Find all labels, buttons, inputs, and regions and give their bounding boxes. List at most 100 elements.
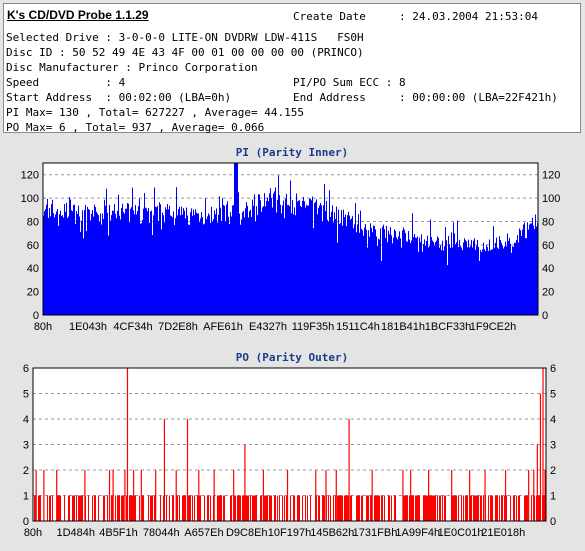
pi-bar [504,246,505,315]
po-bar [207,495,208,521]
po-bar [342,495,343,521]
pi-bar [230,212,231,315]
pi-bar [116,218,117,315]
po-bar [68,495,69,521]
pi-bar [256,206,257,315]
pi-bar [386,225,387,315]
pi-bar [427,235,428,315]
po-spike [35,470,37,521]
po-bar [412,495,413,521]
po-bar [466,495,467,521]
po-bar [475,495,476,521]
pi-bar [373,225,374,315]
pi-bar [513,246,514,315]
pi-bar [58,225,59,315]
po-bar [117,495,118,521]
po-spike [544,470,546,521]
pi-bar [319,205,320,315]
pi-bar [203,224,204,315]
pi-bar [519,228,520,315]
po-bar [208,495,209,521]
pi-bar [57,209,58,315]
pi-bar [44,211,45,315]
po-bar [344,495,345,521]
pi-bar [516,240,517,315]
pi-bar [365,224,366,315]
po-bar [129,495,130,521]
pi-bar [196,212,197,315]
pi-bar [497,247,498,315]
po-bar [350,495,351,521]
po-spike [244,444,246,521]
po-bar [465,495,466,521]
po-bar [379,495,380,521]
pi-bar [260,200,261,315]
pi-bar [423,244,424,315]
pi-bar [143,208,144,315]
po-bar [172,495,173,521]
pi-bar [227,201,228,315]
pi-bar [117,210,118,315]
pi-bar [183,208,184,315]
po-bar [496,495,497,521]
pi-bar [47,198,48,315]
pi-bar [179,206,180,315]
po-bar [437,495,438,521]
po-bar [416,495,417,521]
po-spike [469,470,471,521]
pi-bar [406,241,407,315]
pi-bar [89,209,90,315]
pi-bar [325,211,326,315]
po-spike [335,470,337,521]
pi-bar [331,211,332,315]
pi-bar [271,198,272,315]
pi-xtick: E4327h [249,321,287,333]
pi-bar [368,230,369,315]
pi-bar [254,194,255,315]
po-bar [204,495,205,521]
po-bar [514,495,515,521]
pi-bar [172,217,173,315]
po-bar [182,495,183,521]
po-spike [175,470,177,521]
pi-bar [323,205,324,315]
pi-bar [503,248,504,315]
po-spike [286,470,289,521]
po-plot-border [32,367,547,522]
pi-bar [482,249,483,315]
pi-bar [362,230,363,315]
pi-bar [341,210,342,315]
po-bar [58,495,59,521]
po-bar [490,495,491,521]
po-bar [80,495,81,521]
po-bar [221,495,222,521]
po-bar [335,495,336,521]
pi-xtick: 1511C4h [336,321,380,333]
pi-bar [317,214,318,315]
po-bar [69,495,70,521]
pi-bar [460,245,461,315]
pi-bar [75,223,76,315]
pi-bar [490,250,491,315]
po-bar [88,495,89,521]
pi-bar [515,242,516,315]
pi-bar [522,229,523,315]
po-bar [47,495,48,521]
pi-bar [287,205,288,315]
pi-bar [282,205,283,315]
pi-bar [218,214,219,315]
pi-bar [245,208,246,315]
po-bar [123,495,124,521]
selected-drive: Selected Drive : 3-0-0-0 LITE-ON DVDRW L… [6,31,364,44]
pi-bar [188,224,189,315]
pi-bar [85,204,86,315]
pi-bar [284,218,285,315]
pi-bar [109,204,110,315]
pi-bar [296,193,297,315]
pi-bar [470,245,471,315]
po-bar [261,495,262,521]
pi-ytick-right: 100 [542,193,560,205]
po-bar [534,495,535,521]
po-bar [246,495,247,521]
pi-bar [294,207,295,315]
